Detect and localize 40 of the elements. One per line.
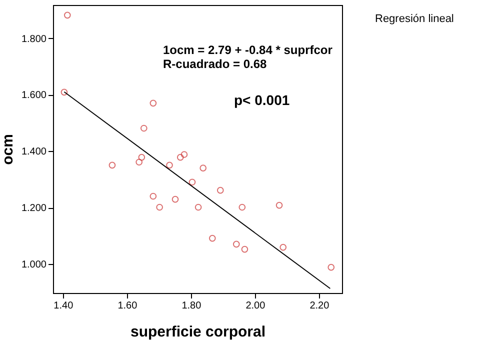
y-tick-label: 1.600 xyxy=(21,90,47,102)
point xyxy=(194,204,202,211)
point xyxy=(176,154,184,161)
point xyxy=(136,158,143,166)
point xyxy=(188,178,196,186)
point xyxy=(208,234,216,242)
annotation: 1ocm = 2.79 + -0.84 * suprfcor xyxy=(163,43,333,57)
point xyxy=(150,192,157,200)
x-tick-label: 1.40 xyxy=(54,300,74,312)
x-tick-label: 1.80 xyxy=(182,300,202,312)
point xyxy=(241,246,248,253)
y-tick-label: 1.400 xyxy=(21,146,47,158)
x-tick-label: 2.20 xyxy=(310,300,330,312)
point xyxy=(328,264,335,271)
y-axis-title: ocm xyxy=(0,134,16,165)
x-tick-label: 1.60 xyxy=(118,300,138,312)
y-tick-label: 1.000 xyxy=(21,259,47,270)
point xyxy=(140,124,148,132)
point xyxy=(172,196,179,203)
point xyxy=(166,162,173,169)
y-tick-label: 1.200 xyxy=(21,203,47,214)
x-tick-label: 2.00 xyxy=(246,300,266,312)
point xyxy=(232,240,240,248)
annotation: p< 0.001 xyxy=(234,92,290,108)
point xyxy=(64,12,71,19)
point xyxy=(138,154,146,161)
x-axis-title: superficie corporal xyxy=(130,324,266,340)
point xyxy=(200,164,207,172)
y-tick-label: 1.800 xyxy=(21,34,47,45)
point xyxy=(276,202,283,209)
text: Regresión lineal xyxy=(375,13,454,25)
point xyxy=(180,151,188,158)
point xyxy=(216,186,224,194)
annotation: R-cuadrado = 0.68 xyxy=(163,57,268,71)
point xyxy=(60,88,68,96)
point xyxy=(156,204,163,211)
point xyxy=(280,244,287,251)
point xyxy=(150,100,157,107)
point xyxy=(108,162,116,169)
point xyxy=(238,204,246,211)
